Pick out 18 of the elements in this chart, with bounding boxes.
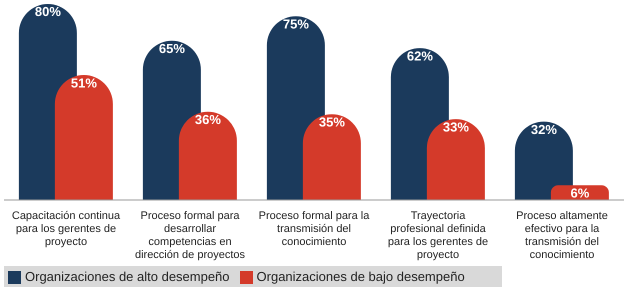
data-label: 35%: [318, 114, 346, 130]
legend-label: Organizaciones de alto desempeño: [25, 268, 230, 284]
data-label: 36%: [194, 112, 222, 127]
data-label: 65%: [158, 40, 186, 56]
legend-label: Organizaciones de bajo desempeño: [256, 268, 465, 284]
data-label: 33%: [442, 119, 470, 134]
x-tick-label: Capacitación continua para los gerentes de proyecto: [12, 210, 121, 248]
data-label: 75%: [282, 16, 310, 32]
x-tick-label: Proceso formal para la transmisión del conocimiento: [258, 210, 370, 248]
bar: [54, 75, 113, 200]
data-label: 6%: [570, 185, 590, 200]
x-tick-label: Proceso formal para desarrollar competencias en dirección de proyectos: [134, 210, 246, 261]
data-label: 51%: [70, 75, 98, 90]
data-label: 62%: [406, 48, 434, 64]
x-tick-label: Trayectoria profesional definida para los gerentes de proyecto: [388, 210, 488, 261]
data-label: 32%: [530, 122, 558, 137]
data-label: 80%: [34, 4, 62, 20]
x-tick-label: Proceso altamente efectivo para la transmisión del conocimiento: [516, 210, 608, 261]
